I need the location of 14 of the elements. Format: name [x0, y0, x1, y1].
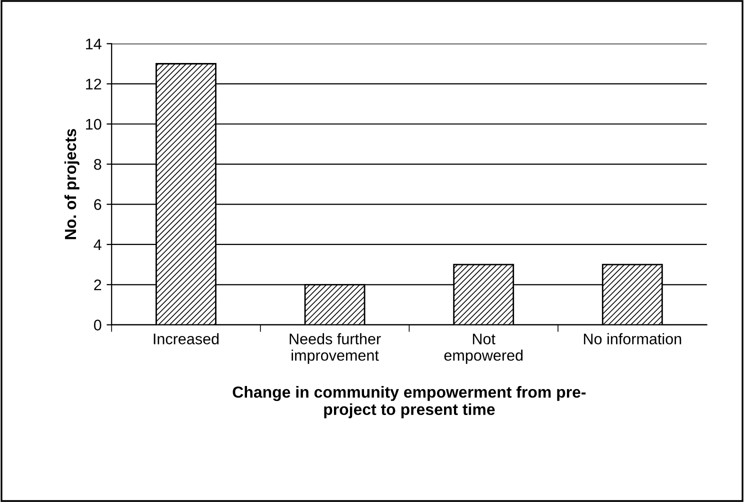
- y-tick-label: 0: [94, 320, 102, 330]
- x-tick-label: No information: [584, 333, 682, 344]
- y-tick-label: 4: [94, 240, 102, 250]
- x-tick-label: Needs further improvement: [290, 333, 381, 364]
- x-tick-label: Not empowered: [444, 334, 523, 364]
- y-tick-label: 14: [86, 38, 102, 50]
- x-axis-title: Change in community empowerment from pre- project to present time: [232, 386, 586, 418]
- y-tick-label: 8: [94, 159, 102, 170]
- y-tick-label: 10: [86, 118, 102, 130]
- y-tick-label: 6: [94, 199, 102, 210]
- y-tick-label: 2: [94, 280, 102, 290]
- y-tick-label: 12: [86, 78, 102, 90]
- x-tick-label: Increased: [154, 333, 219, 344]
- y-axis-title: No. of projects: [64, 128, 80, 240]
